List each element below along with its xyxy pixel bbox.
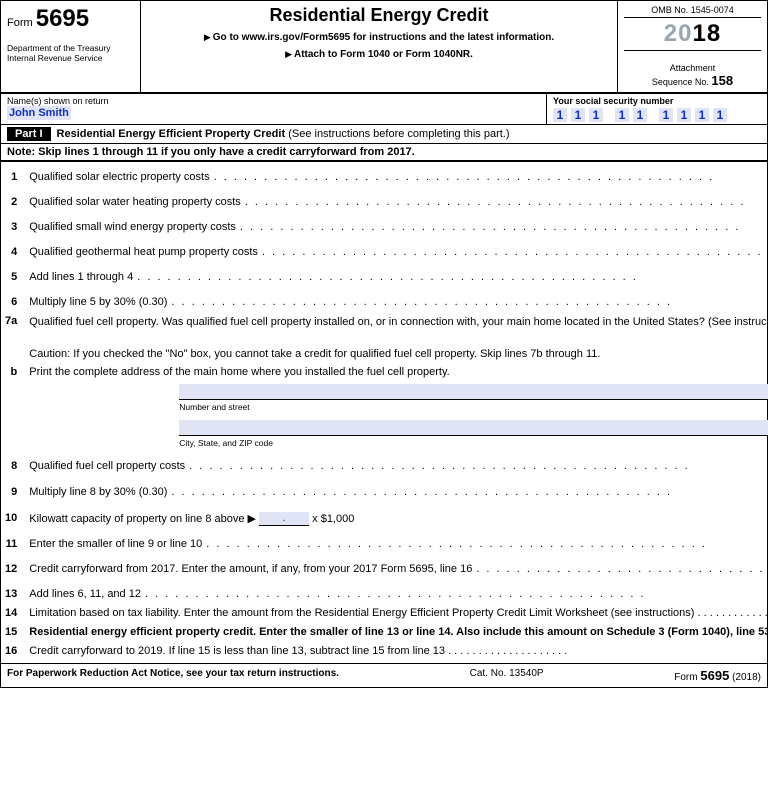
footer-left: For Paperwork Reduction Act Notice, see … (7, 668, 339, 683)
ssn-digits[interactable]: 1 1 1 1 1 1 1 1 1 (553, 108, 761, 122)
line-15: 15 Residential energy efficient property… (1, 623, 768, 642)
line-8: 8 Qualified fuel cell property costs 8 (1, 457, 768, 477)
line-16: 16 Credit carryforward to 2019. If line … (1, 642, 768, 662)
form-footer: For Paperwork Reduction Act Notice, see … (1, 663, 767, 687)
goto-text: Go to www.irs.gov/Form5695 for instructi… (147, 32, 611, 43)
line-10: 10 Kilowatt capacity of property on line… (1, 509, 768, 529)
line-3: 3 Qualified small wind energy property c… (1, 218, 768, 237)
line-4: 4 Qualified geothermal heat pump propert… (1, 243, 768, 262)
note-row: Note: Skip lines 1 through 11 if you onl… (1, 144, 767, 162)
attach-text: Attach to Form 1040 or Form 1040NR. (147, 49, 611, 60)
street-input[interactable] (179, 384, 768, 400)
taxpayer-name[interactable]: John Smith (7, 106, 71, 120)
ssn-box: Your social security number 1 1 1 1 1 1 … (547, 94, 767, 124)
form-header: Form 5695 Department of the Treasury Int… (1, 1, 767, 94)
line-5: 5 Add lines 1 through 4 5 30,000 00 (1, 268, 768, 287)
ssn-label: Your social security number (553, 96, 673, 106)
name-box: Name(s) shown on return John Smith (1, 94, 547, 124)
line-9: 9 Multiply line 8 by 30% (0.30) 9 (1, 483, 768, 503)
part-paren: (See instructions before completing this… (288, 128, 509, 140)
line-6: 6 Multiply line 5 by 30% (0.30) 6 9,000 … (1, 293, 768, 312)
name-row: Name(s) shown on return John Smith Your … (1, 94, 767, 125)
kw-input[interactable]: . (259, 512, 309, 526)
city-input[interactable] (179, 420, 768, 436)
line-11: 11 Enter the smaller of line 9 or line 1… (1, 535, 768, 554)
dept-label: Department of the Treasury Internal Reve… (7, 43, 134, 63)
line-12: 12 Credit carryforward from 2017. Enter … (1, 560, 768, 579)
form-number: 5695 (36, 5, 89, 32)
name-label: Name(s) shown on return (7, 96, 540, 106)
line-13: 13 Add lines 6, 11, and 12 13 9,000 00 (1, 585, 768, 604)
part-heading: Part I Residential Energy Efficient Prop… (1, 125, 767, 144)
line-1: 1 Qualified solar electric property cost… (1, 168, 768, 187)
line-7b-street: Number and street Unit No. City, State, … (1, 381, 768, 451)
form-title: Residential Energy Credit (147, 5, 611, 26)
form-5695: Form 5695 Department of the Treasury Int… (0, 0, 768, 688)
part-label: Part I (7, 127, 51, 141)
part-title: Residential Energy Efficient Property Cr… (57, 128, 286, 140)
omb-number: OMB No. 1545-0074 (624, 5, 761, 18)
line-14: 14 Limitation based on tax liability. En… (1, 604, 768, 623)
attach-seq: Attachment Sequence No. 158 (624, 50, 761, 88)
footer-mid: Cat. No. 13540P (470, 668, 544, 683)
header-middle: Residential Energy Credit Go to www.irs.… (141, 1, 617, 92)
footer-right: Form 5695 (2018) (674, 668, 761, 683)
line-7a: 7a Qualified fuel cell property. Was qua… (1, 312, 768, 345)
tax-year: 2018 (624, 20, 761, 48)
line-7b: b Print the complete address of the main… (1, 363, 768, 381)
line-7a-caution: Caution: If you checked the "No" box, yo… (1, 345, 768, 363)
line-2: 2 Qualified solar water heating property… (1, 193, 768, 212)
form-word: Form (7, 17, 33, 29)
header-left: Form 5695 Department of the Treasury Int… (1, 1, 141, 92)
lines-table: 1 Qualified solar electric property cost… (1, 162, 768, 663)
header-right: OMB No. 1545-0074 2018 Attachment Sequen… (617, 1, 767, 92)
